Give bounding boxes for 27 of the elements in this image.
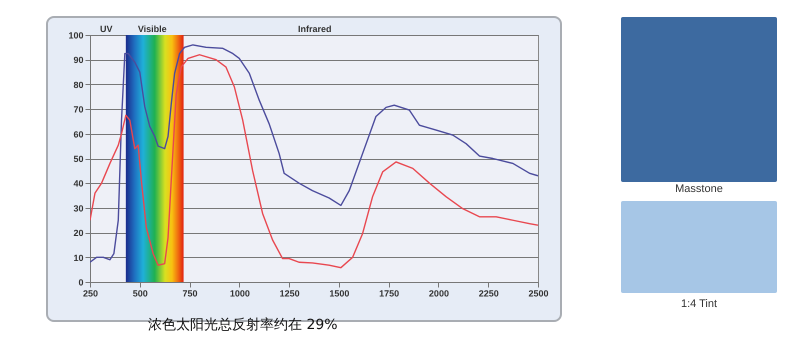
text: 1:4 Tint [680, 298, 718, 310]
y-tick-label: 10 [73, 252, 84, 263]
y-tick-label: 80 [73, 80, 84, 90]
text: Infrared [298, 24, 332, 34]
y-tick-label: 100 [68, 30, 84, 40]
x-tick-label: 2250 [478, 288, 499, 298]
y-tick-label: 90 [73, 55, 84, 66]
y-tick-label: 30 [73, 203, 84, 214]
band-label: Visible [138, 24, 167, 34]
y-tick-label: 50 [73, 154, 84, 164]
x-tick-label: 750 [182, 288, 198, 298]
x-tick-label: 250 [82, 288, 98, 298]
y-tick-label: 20 [73, 228, 84, 238]
x-tick-label: 2000 [428, 288, 449, 298]
y-tick-label: 0 [78, 278, 84, 288]
text: 浓色太阳光总反射率约在 29% [148, 316, 338, 334]
text: Masstone [674, 183, 724, 195]
y-tick-label: 70 [73, 104, 84, 115]
x-tick-label: 1250 [280, 288, 300, 298]
text: UV [100, 24, 113, 34]
x-tick-label: 2500 [528, 288, 549, 298]
x-tick-label: 1500 [329, 288, 350, 298]
x-tick-label: 1750 [379, 288, 400, 298]
y-tick-label: 40 [73, 178, 84, 189]
y-tick-label: 60 [73, 129, 84, 140]
x-tick-label: 1000 [230, 288, 250, 298]
x-tick-label: 500 [132, 288, 148, 298]
